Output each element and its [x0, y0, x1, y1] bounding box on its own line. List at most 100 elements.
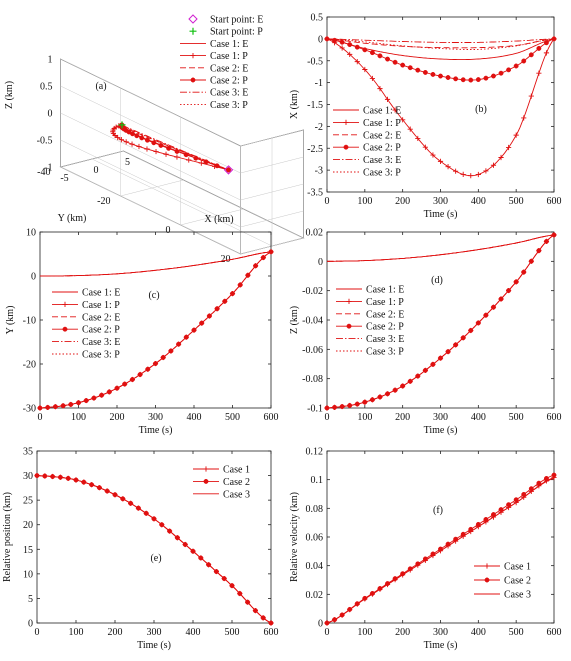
data-point: [123, 139, 129, 145]
legend-entry: Case 2: [474, 576, 531, 587]
data-point: [460, 77, 466, 83]
panel-f: 0 100 200 300 400 500 600 0 0.02 0.04 0.06 0.08 0.1 0…: [289, 447, 562, 652]
legend-label: Case 3: E: [363, 155, 401, 166]
y-tick-label: 35: [23, 447, 33, 458]
legend-label: Case 2: E: [210, 63, 248, 74]
data-point: [498, 70, 504, 76]
x-tick-label: 500: [225, 627, 240, 638]
data-point: [513, 497, 519, 503]
legend-label: Case 3: P: [363, 168, 401, 179]
y-tick-label: 10: [23, 569, 33, 580]
data-point: [430, 152, 436, 158]
y-tick-label: -0.04: [302, 316, 323, 327]
series-line: [326, 234, 555, 409]
x-tick-label: 300: [433, 412, 448, 423]
data-point: [354, 59, 360, 65]
legend-entry: Case 1: E: [52, 288, 120, 299]
x-tick-label: 300: [147, 627, 162, 638]
legend-entry: Start point: P: [189, 27, 263, 38]
x-tick-label: 0: [94, 165, 99, 176]
data-point: [543, 475, 549, 481]
data-point: [115, 134, 121, 141]
data-point: [415, 135, 421, 142]
x-tick-label: 200: [395, 196, 410, 207]
legend-marker: [484, 563, 490, 569]
panel-e: 0 100 200 300 400 500 600 0 5 10 15 20 25 30 35 Time (s…: [2, 447, 279, 652]
legend-label: Case 3: [223, 489, 250, 500]
legend-entry: Case 3: [193, 489, 250, 500]
data-point: [339, 39, 345, 45]
y-tick-label: -2.5: [307, 144, 323, 155]
data-point: [438, 73, 443, 79]
legend-marker: [188, 14, 198, 24]
data-point: [354, 44, 360, 50]
y-tick-label: 0.06: [306, 533, 324, 544]
data-point: [498, 154, 504, 161]
data-point: [186, 157, 192, 163]
y-tick-label: -0.1: [307, 404, 323, 415]
data-point: [151, 140, 157, 146]
panel-b: 0 100 200 300 400 500 600 -3.5 -3 -2.5 -2 -1.5 -1 -0.…: [289, 13, 562, 221]
series-line: [36, 475, 272, 624]
y-tick-label: -1.5: [307, 100, 323, 111]
y-tick-label: -1: [315, 78, 323, 89]
data-point: [536, 45, 542, 51]
series-line: [39, 251, 272, 409]
z-tick-label: -1: [44, 163, 52, 174]
data-point: [453, 168, 459, 174]
y-axis-label: X (km): [289, 90, 300, 119]
x-axis-label: Time (s): [424, 209, 458, 220]
data-point: [347, 51, 353, 57]
legend-label: Case 3: E: [210, 88, 248, 99]
legend-entry: Case 3: E: [336, 334, 404, 345]
x-tick-label: 400: [471, 627, 486, 638]
plot-frame: [326, 231, 555, 409]
legend-label: Case 1: P: [82, 300, 120, 311]
x-axis-label: Time (s): [424, 640, 458, 651]
legend-label: Case 2: E: [363, 130, 401, 141]
legend-entry: Case 3: E: [52, 337, 120, 348]
series-case-2-e: [326, 38, 555, 49]
data-point: [543, 40, 549, 46]
x-tick-label: 200: [110, 412, 125, 423]
legend-label: Case 3: E: [82, 337, 120, 348]
legend-label: Case 2: P: [82, 325, 120, 336]
x-tick-label: 300: [433, 627, 448, 638]
y-tick-label: 0.5: [311, 13, 324, 24]
y-tick-label: -20: [23, 360, 36, 371]
y-axis-label: Y (km): [5, 306, 16, 335]
data-point: [468, 77, 474, 83]
legend-label: Case 2: P: [210, 76, 248, 87]
legend-marker: [190, 77, 196, 83]
x-axis-label: Time (s): [137, 640, 171, 651]
series-line: [40, 251, 272, 277]
legend-marker: [62, 301, 68, 307]
y-tick-label: 20: [221, 254, 231, 265]
data-point: [144, 137, 150, 143]
data-point: [513, 132, 519, 138]
data-point: [528, 93, 534, 99]
legend-label: Case 1: E: [210, 39, 248, 50]
y-tick-label: 0.02: [306, 590, 324, 601]
legend-entry: Case 1: E: [333, 106, 401, 117]
legend-entry: Case 3: P: [52, 350, 120, 361]
y-tick-label: -30: [23, 404, 36, 415]
y-tick-label: -0.02: [302, 286, 323, 297]
data-point: [400, 383, 406, 389]
x-tick-label: 100: [357, 627, 372, 638]
grid-line: [60, 166, 241, 255]
x-tick-label: 600: [264, 627, 279, 638]
y-tick-label: 25: [23, 496, 33, 507]
legend-entry: Case 2: P: [336, 322, 404, 333]
series-case-3: [36, 475, 272, 624]
data-point: [174, 148, 180, 154]
series-case-1-p: [324, 36, 557, 179]
y-tick-label: 0.08: [306, 504, 324, 515]
series-case-3-p: [326, 38, 555, 50]
y-tick-label: 30: [23, 471, 33, 482]
grid-line: [60, 112, 241, 201]
data-point: [475, 77, 481, 83]
data-point: [129, 377, 135, 382]
x-tick-label: 100: [71, 412, 86, 423]
